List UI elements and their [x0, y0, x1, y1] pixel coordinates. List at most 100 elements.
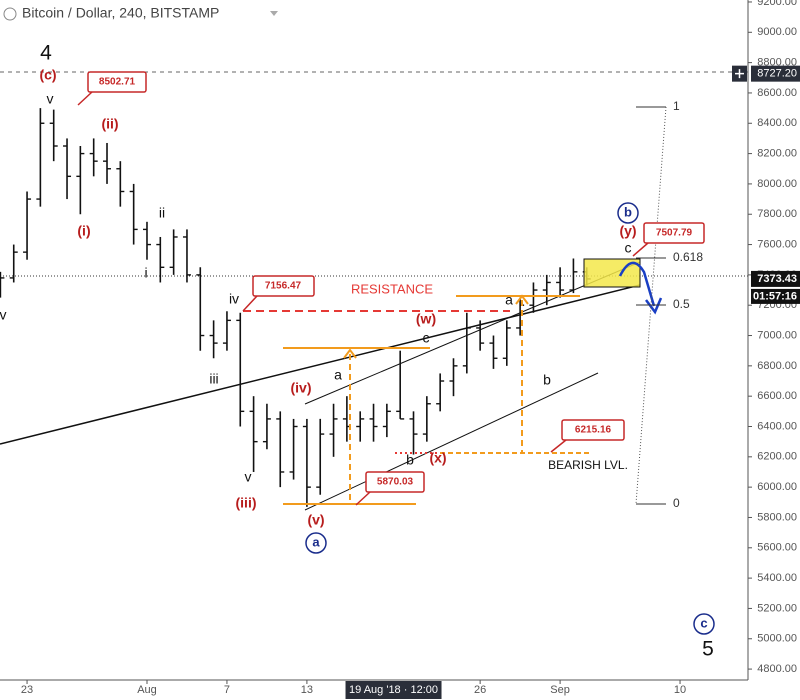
wave-circle — [305, 532, 327, 554]
price-label: 5870.03 — [377, 477, 414, 488]
bar — [156, 236, 165, 283]
projection-arrow — [618, 261, 656, 307]
x-tick-label: 10 — [674, 684, 686, 696]
wave-label: b — [543, 372, 551, 388]
wave-label: a — [505, 292, 513, 308]
price-label: 8502.71 — [99, 77, 136, 88]
bar — [169, 229, 178, 275]
arrow-head — [645, 297, 663, 315]
bar — [0, 271, 5, 298]
crosshair-price-label: 8727.20 — [757, 68, 797, 80]
wave-label: (i) — [77, 223, 90, 239]
callout-pointer — [632, 242, 649, 257]
bar — [529, 282, 538, 313]
bar — [262, 403, 271, 450]
bar — [436, 373, 445, 412]
y-tick-label: 5000.00 — [757, 633, 797, 645]
y-tick-label: 8800.00 — [757, 57, 797, 69]
bar — [182, 229, 191, 283]
y-tick-label: 7800.00 — [757, 208, 797, 220]
wave-label: v — [245, 469, 252, 485]
y-tick-label: 9200.00 — [757, 0, 797, 8]
wave-label: (ii) — [101, 116, 118, 132]
plot — [0, 108, 591, 507]
wave-label: b — [624, 204, 632, 219]
wave-label: (w) — [416, 311, 436, 327]
y-tick-label: 4800.00 — [757, 663, 797, 675]
wave-label: 5 — [702, 638, 714, 661]
bar — [356, 411, 365, 442]
y-tick-label: 6200.00 — [757, 451, 797, 463]
wave-label: (v) — [307, 512, 324, 528]
bar — [542, 274, 551, 306]
y-tick-label: 6800.00 — [757, 360, 797, 372]
wave-label: b — [406, 452, 414, 468]
bar — [196, 267, 205, 351]
wave-circle — [693, 613, 715, 635]
price-callouts — [77, 71, 705, 506]
crosshair-x-label: 19 Aug '18 · 12:00 — [349, 684, 438, 696]
wave-label: (x) — [429, 450, 446, 466]
y-tick-label: 6400.00 — [757, 420, 797, 432]
y-tick-label: 5800.00 — [757, 511, 797, 523]
bar — [209, 320, 218, 359]
y-tick-label: 7600.00 — [757, 238, 797, 250]
bar — [369, 403, 378, 442]
bar — [236, 312, 245, 427]
bar — [142, 221, 151, 260]
y-tick-label: 8000.00 — [757, 178, 797, 190]
price-label: 7156.47 — [265, 281, 302, 292]
trend-line — [0, 284, 641, 445]
y-tick-label: 6600.00 — [757, 390, 797, 402]
wave-label: c — [625, 240, 632, 256]
fib-label: 0 — [673, 496, 680, 510]
bar — [76, 146, 85, 215]
bar — [289, 418, 298, 480]
x-tick-label: 13 — [301, 684, 313, 696]
last-price-box — [751, 270, 800, 287]
y-tick-label: 9000.00 — [757, 26, 797, 38]
wave-label: (y) — [619, 223, 636, 239]
bar — [129, 183, 138, 245]
y-tick-label: 7000.00 — [757, 329, 797, 341]
wave-label: c — [700, 615, 707, 630]
y-tick-label: 5200.00 — [757, 602, 797, 614]
bar — [409, 411, 418, 455]
wave-label: BEARISH LVL. — [548, 458, 628, 472]
bar — [276, 411, 285, 488]
bar — [23, 191, 32, 260]
dropdown-caret[interactable] — [270, 11, 278, 16]
x-tick-label: 7 — [224, 684, 230, 696]
bar — [329, 403, 338, 457]
countdown-label: 01:57:16 — [753, 290, 797, 302]
callout-box — [365, 471, 425, 493]
wave-label: (iii) — [236, 495, 257, 511]
callout-box — [87, 71, 147, 93]
wave-label: v — [47, 91, 54, 107]
wave-label: a — [312, 534, 320, 549]
symbol-icon — [3, 7, 17, 21]
price-label: 6215.16 — [575, 425, 612, 436]
bar — [302, 418, 311, 507]
price-axis — [748, 0, 800, 700]
wave-label: c — [423, 330, 430, 346]
wave-label: v — [0, 307, 7, 323]
bar — [396, 350, 405, 420]
y-tick-label: 8200.00 — [757, 147, 797, 159]
bar — [63, 138, 72, 200]
wave-label: iii — [209, 371, 218, 387]
wave-label: (iv) — [291, 380, 312, 396]
x-tick-label: Aug — [137, 684, 157, 696]
bar — [89, 138, 98, 177]
axes: 4800.00 5000.00 5200.00 5400.00 5600.00 5800.… — [21, 0, 800, 699]
wave-label: iv — [229, 291, 239, 307]
bar — [116, 161, 125, 207]
x-tick-label: 23 — [21, 684, 33, 696]
crosshair-price-box — [751, 65, 800, 82]
fib-label: 0.618 — [673, 250, 703, 264]
bar — [382, 403, 391, 438]
wave-circle — [617, 202, 639, 224]
bar — [489, 335, 498, 369]
